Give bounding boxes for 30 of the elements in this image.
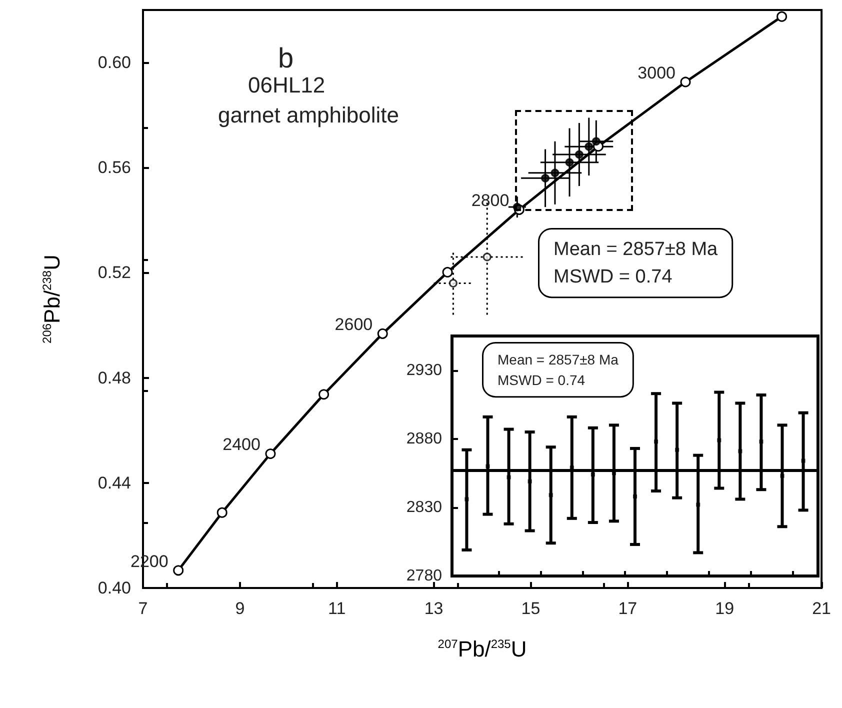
- annotation: garnet amphibolite: [218, 102, 400, 128]
- y-tick-label: 2930: [406, 362, 442, 379]
- y-tick-label: 0.52: [98, 263, 131, 282]
- annotation: 06HL12: [248, 72, 326, 98]
- annotation: MSWD = 0.74: [498, 372, 586, 388]
- x-tick-label: 15: [521, 599, 540, 618]
- y-tick-label: 2880: [406, 430, 442, 448]
- x-tick-label: 9: [235, 599, 245, 618]
- annotation: 3000: [638, 63, 676, 82]
- annotation: 2600: [334, 315, 373, 334]
- x-tick-label: 21: [812, 599, 832, 618]
- annotation: Mean = 2857±8 Ma: [498, 352, 619, 368]
- x-tick-label: 17: [618, 599, 638, 618]
- annotation: Mean = 2857±8 Ma: [554, 238, 718, 260]
- y-tick-label: 2780: [406, 568, 442, 584]
- x-tick-label: 19: [715, 599, 734, 618]
- y-axis-title: 206Pb/238U: [40, 254, 64, 344]
- x-tick-label: 13: [424, 599, 444, 618]
- y-tick-label: 2830: [406, 498, 442, 516]
- y-tick-label: 0.44: [98, 473, 131, 492]
- x-tick-label: 11: [328, 599, 346, 618]
- annotation: 2800: [471, 191, 510, 210]
- y-tick-label: 0.48: [98, 368, 131, 388]
- y-tick-label: 0.60: [98, 53, 131, 72]
- annotation: 2400: [222, 435, 260, 454]
- annotation: MSWD = 0.74: [554, 266, 673, 288]
- y-tick-label: 0.56: [98, 158, 131, 178]
- annotation: b: [278, 42, 294, 74]
- y-tick-label: 0.40: [98, 578, 131, 598]
- x-tick-label: 7: [138, 599, 148, 618]
